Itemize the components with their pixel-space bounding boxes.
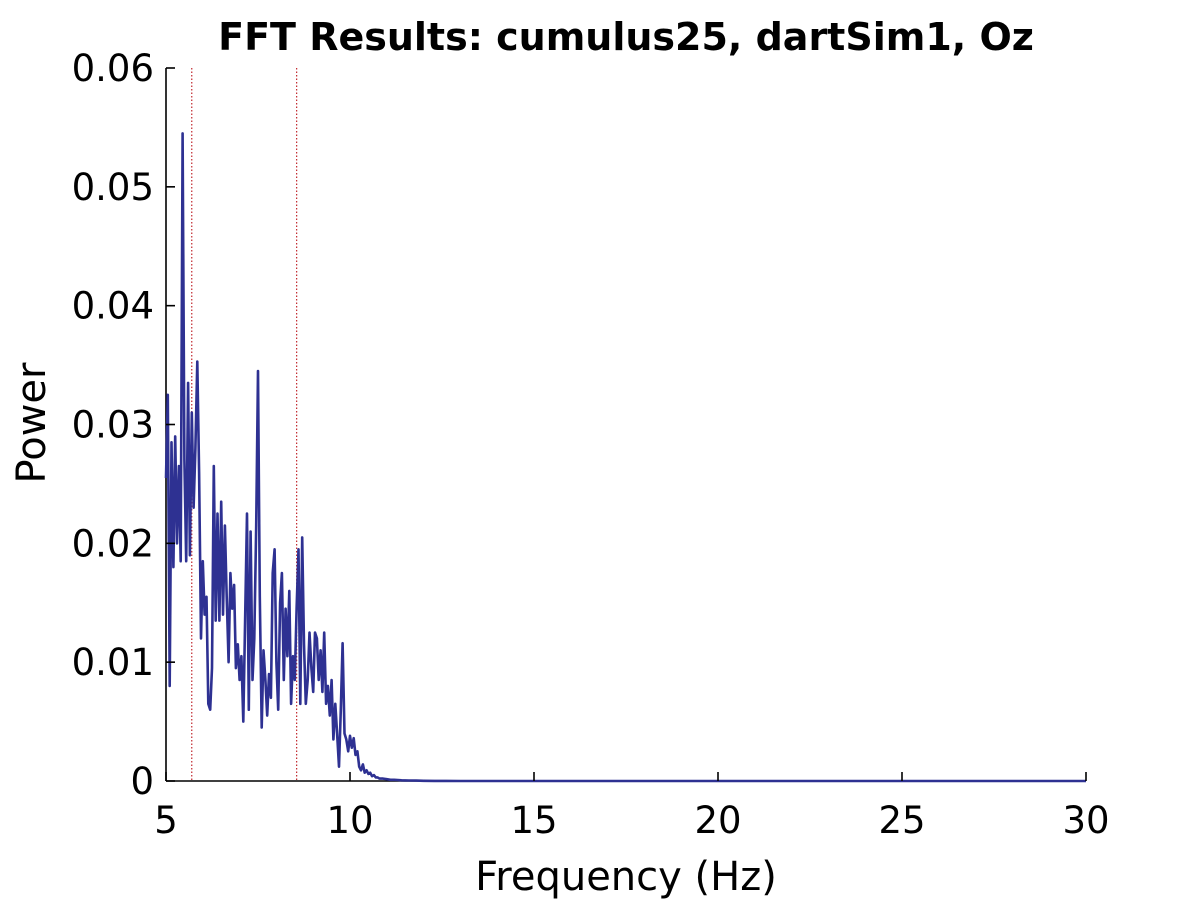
y-tick-label: 0.02 — [72, 522, 154, 565]
x-tick-label: 30 — [1062, 799, 1109, 842]
y-tick-label: 0 — [130, 760, 154, 803]
x-axis-ticks: 5 10 15 20 25 30 — [154, 772, 1110, 842]
y-tick-label: 0.04 — [72, 285, 154, 328]
x-tick-label: 15 — [510, 799, 557, 842]
y-tick-label: 0.06 — [72, 47, 154, 90]
y-axis-label: Power — [9, 362, 55, 483]
y-tick-label: 0.03 — [72, 404, 154, 447]
x-tick-label: 25 — [878, 799, 925, 842]
y-axis-ticks: 0 0.01 0.02 0.03 0.04 0.05 0.06 — [72, 47, 175, 803]
plot-area — [164, 68, 1086, 783]
x-axis-label: Frequency (Hz) — [475, 854, 777, 900]
x-tick-label: 20 — [694, 799, 741, 842]
chart-title: FFT Results: cumulus25, dartSim1, Oz — [218, 15, 1034, 59]
y-tick-label: 0.01 — [72, 641, 154, 684]
y-tick-label: 0.05 — [72, 166, 154, 209]
x-tick-label: 5 — [154, 799, 178, 842]
x-tick-label: 10 — [326, 799, 373, 842]
series-line-1 — [164, 132, 1086, 783]
